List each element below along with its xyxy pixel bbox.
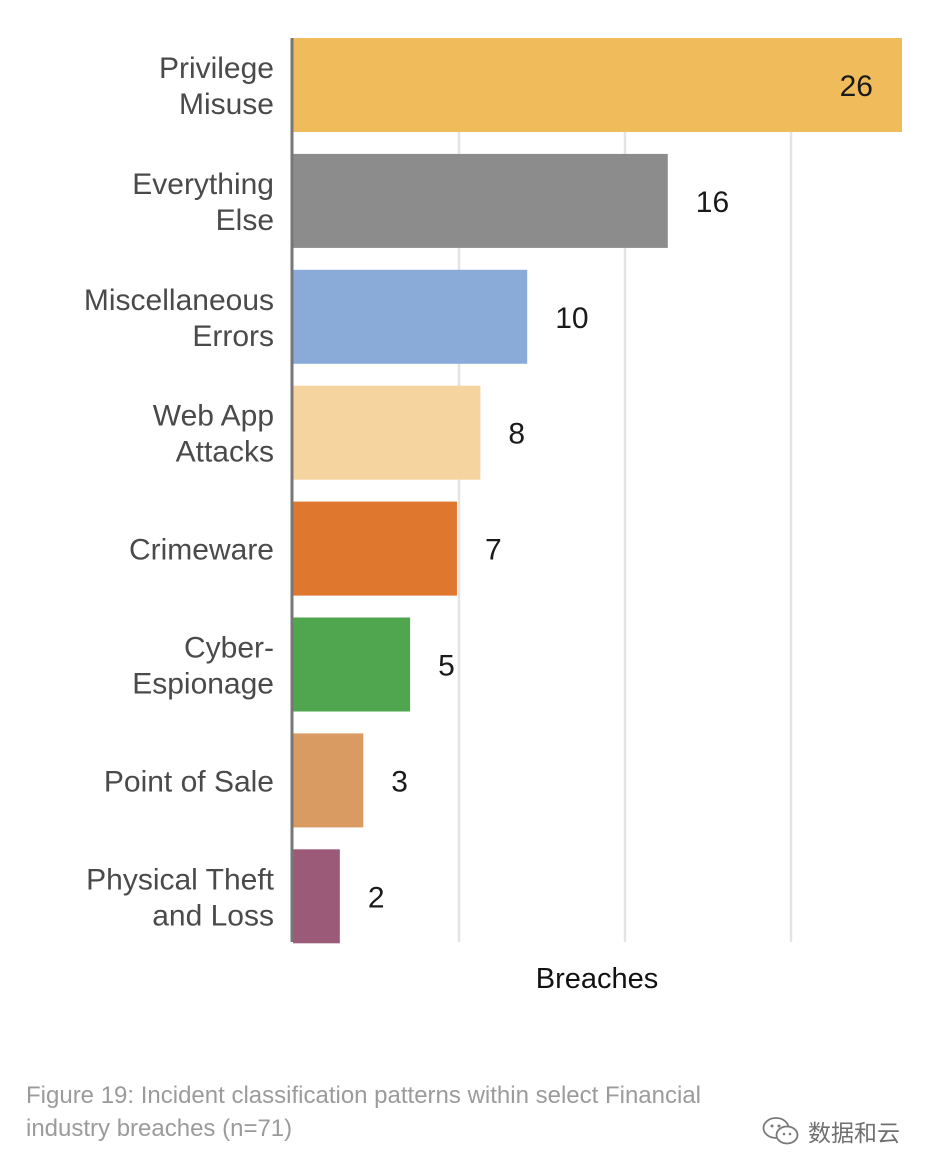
value-label-6: 5 <box>438 650 455 683</box>
category-label-5: Crimeware <box>129 534 274 567</box>
bar-3 <box>293 269 528 364</box>
category-label-line: Else <box>216 204 274 237</box>
category-label-7: Point of Sale <box>104 765 274 798</box>
category-label-3: Miscellaneous Errors <box>84 284 274 353</box>
category-label-6: Cyber-Espionage <box>132 632 274 701</box>
category-label-line: Everything <box>132 168 274 201</box>
category-label-line: Miscellaneous <box>84 284 274 317</box>
watermark-text: 数据和云 <box>808 1121 900 1147</box>
category-label-line: Point of Sale <box>104 765 274 798</box>
category-labels: Privilege Misuse Everything Else Miscellaneo… <box>84 52 275 932</box>
value-label-5: 7 <box>485 534 502 567</box>
category-label-line: Physical Theft <box>86 863 275 896</box>
value-label-7: 3 <box>391 765 408 798</box>
value-label-2: 16 <box>696 186 729 219</box>
category-label-line: Crimeware <box>129 534 274 567</box>
category-label-line: Espionage <box>132 668 274 701</box>
value-labels: 26 16 10 8 7 5 3 2 <box>368 70 873 914</box>
wechat-icon <box>762 1116 800 1146</box>
category-label-8: Physical Theft and Loss <box>86 863 275 932</box>
value-label-4: 8 <box>508 418 525 451</box>
x-axis-title: Breaches <box>536 963 659 995</box>
category-label-1: Privilege Misuse <box>159 52 274 121</box>
bar-1 <box>293 38 902 132</box>
watermark: 数据和云 <box>762 1114 900 1148</box>
value-label-8: 2 <box>368 881 385 914</box>
bar-5 <box>293 501 457 596</box>
category-label-line: Web App <box>153 400 274 433</box>
category-label-line: Privilege <box>159 52 274 85</box>
category-label-2: Everything Else <box>132 168 274 237</box>
value-label-3: 10 <box>555 302 588 335</box>
category-label-line: Misuse <box>179 88 274 121</box>
bar-4 <box>293 385 481 480</box>
caption-line-1: Figure 19: Incident classification patte… <box>26 1082 701 1109</box>
category-label-4: Web App Attacks <box>153 400 274 469</box>
figure-caption: Figure 19: Incident classification patte… <box>26 1079 826 1145</box>
bar-2 <box>293 153 668 248</box>
caption-line-2: industry breaches (n=71) <box>26 1115 293 1142</box>
category-label-line: Cyber- <box>184 632 274 665</box>
category-label-line: and Loss <box>152 899 274 932</box>
bar-6 <box>293 617 411 712</box>
value-label-1: 26 <box>840 70 873 103</box>
bar-chart: Privilege Misuse Everything Else Miscellaneo… <box>84 38 902 995</box>
bars <box>293 38 902 944</box>
category-label-line: Attacks <box>176 436 274 469</box>
category-label-line: Errors <box>192 320 274 353</box>
bar-8 <box>293 849 340 944</box>
bar-7 <box>293 733 364 828</box>
